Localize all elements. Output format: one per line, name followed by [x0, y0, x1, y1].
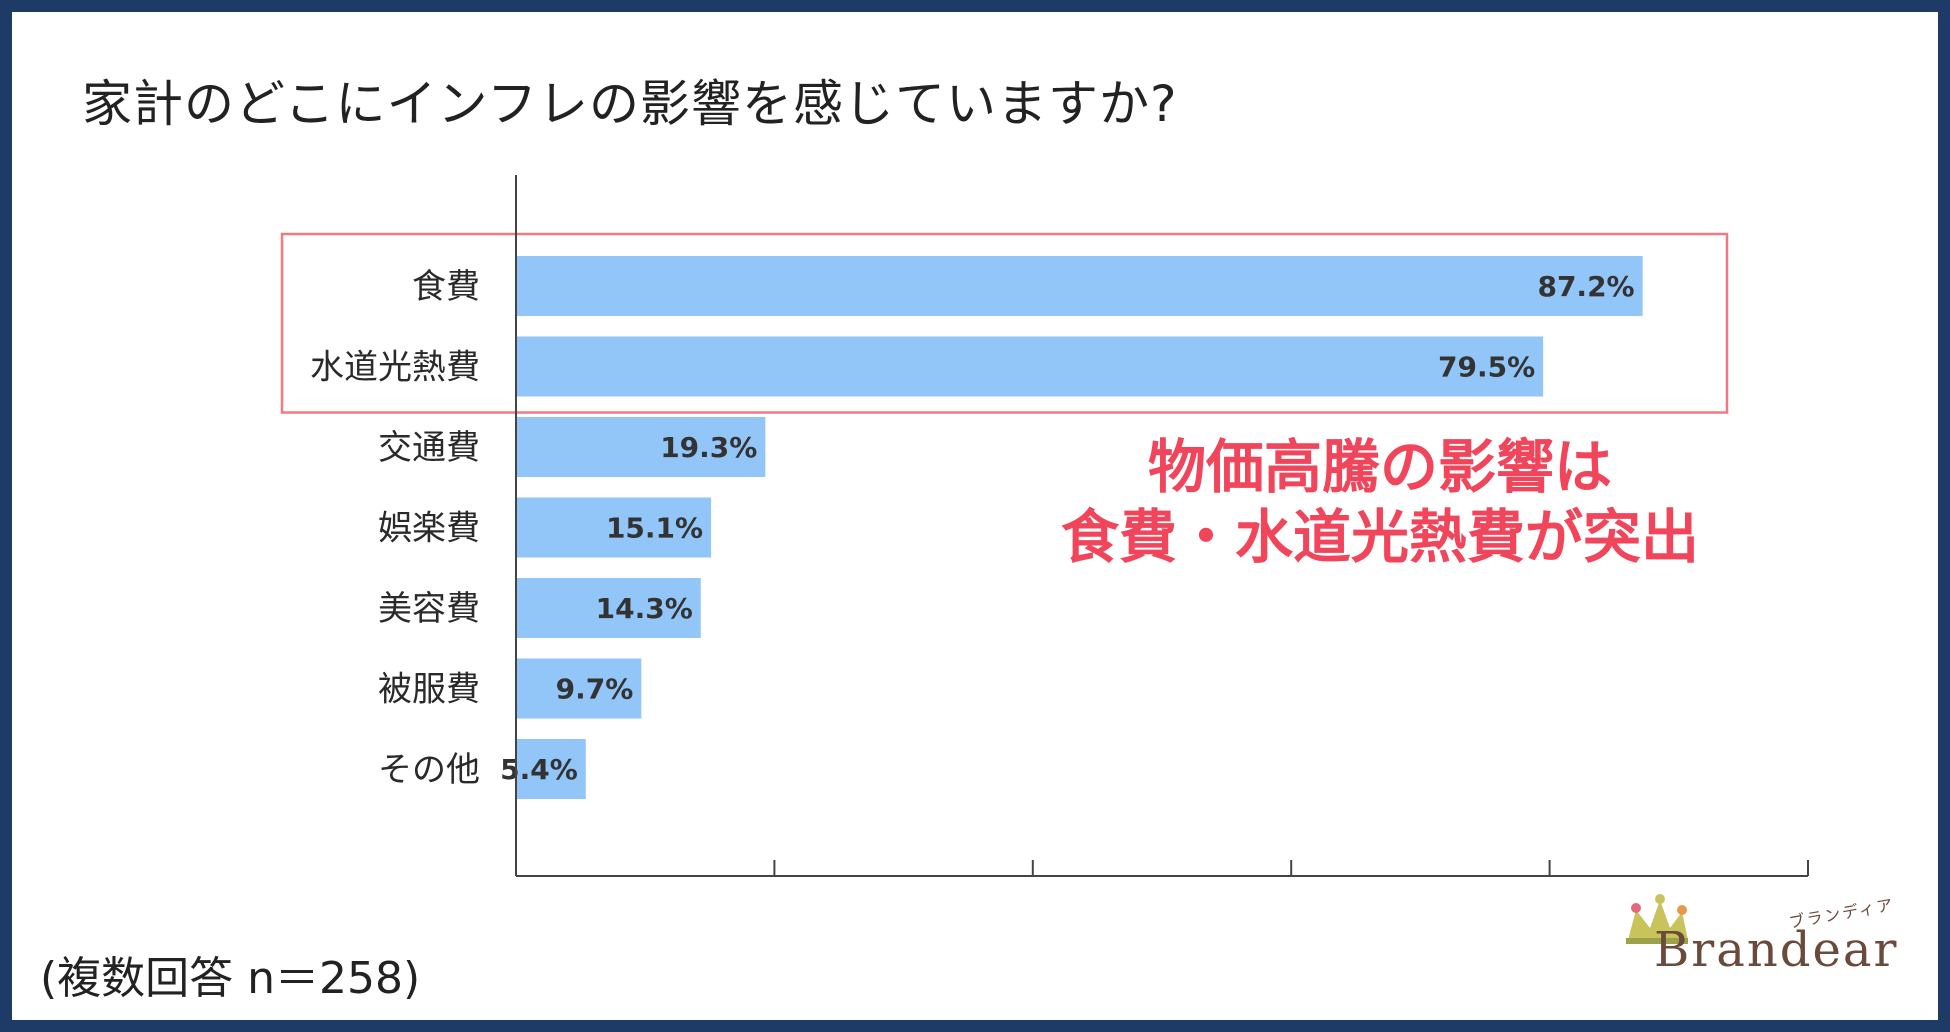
value-label-4: 15.1% — [606, 512, 703, 545]
bar-6 — [516, 658, 642, 719]
callout-line-2: 食費・水道光熱費が突出 — [1060, 503, 1699, 571]
bar-4 — [516, 497, 712, 558]
highlight-box — [280, 232, 1729, 414]
brandear-logo: ブランディア Brandear — [1608, 880, 1918, 990]
bar-3 — [516, 417, 766, 477]
category-label-5: 美容費 — [378, 589, 480, 629]
bar-5 — [516, 578, 701, 638]
category-label-4: 娯楽費 — [378, 509, 480, 549]
category-label-6: 被服費 — [378, 670, 480, 710]
value-label-2: 79.5% — [1438, 351, 1535, 384]
category-label-1: 食費 — [412, 267, 480, 307]
callout-line-1: 物価高騰の影響は — [1147, 433, 1612, 501]
logo-word: Brandear — [1654, 922, 1899, 978]
value-label-5: 14.3% — [596, 592, 693, 625]
value-label-7: 5.4% — [500, 753, 578, 786]
value-label-1: 87.2% — [1537, 270, 1634, 303]
bar-2 — [516, 336, 1544, 397]
bar-1 — [516, 256, 1643, 316]
value-label-3: 19.3% — [660, 431, 757, 464]
chart-frame — [12, 12, 1938, 1020]
callout-text: 物価高騰の影響は 食費・水道光熱費が突出 — [1030, 432, 1730, 572]
bar-7 — [516, 739, 586, 799]
category-label-3: 交通費 — [378, 428, 480, 468]
category-label-7: その他 — [378, 750, 480, 790]
crown-icon — [1626, 894, 1688, 944]
page-title: 家計のどこにインフレの影響を感じていますか? — [82, 75, 1178, 133]
value-label-6: 9.7% — [556, 673, 634, 706]
category-label-2: 水道光熱費 — [310, 348, 480, 388]
footnote: (複数回答 n＝258) — [40, 953, 421, 1004]
